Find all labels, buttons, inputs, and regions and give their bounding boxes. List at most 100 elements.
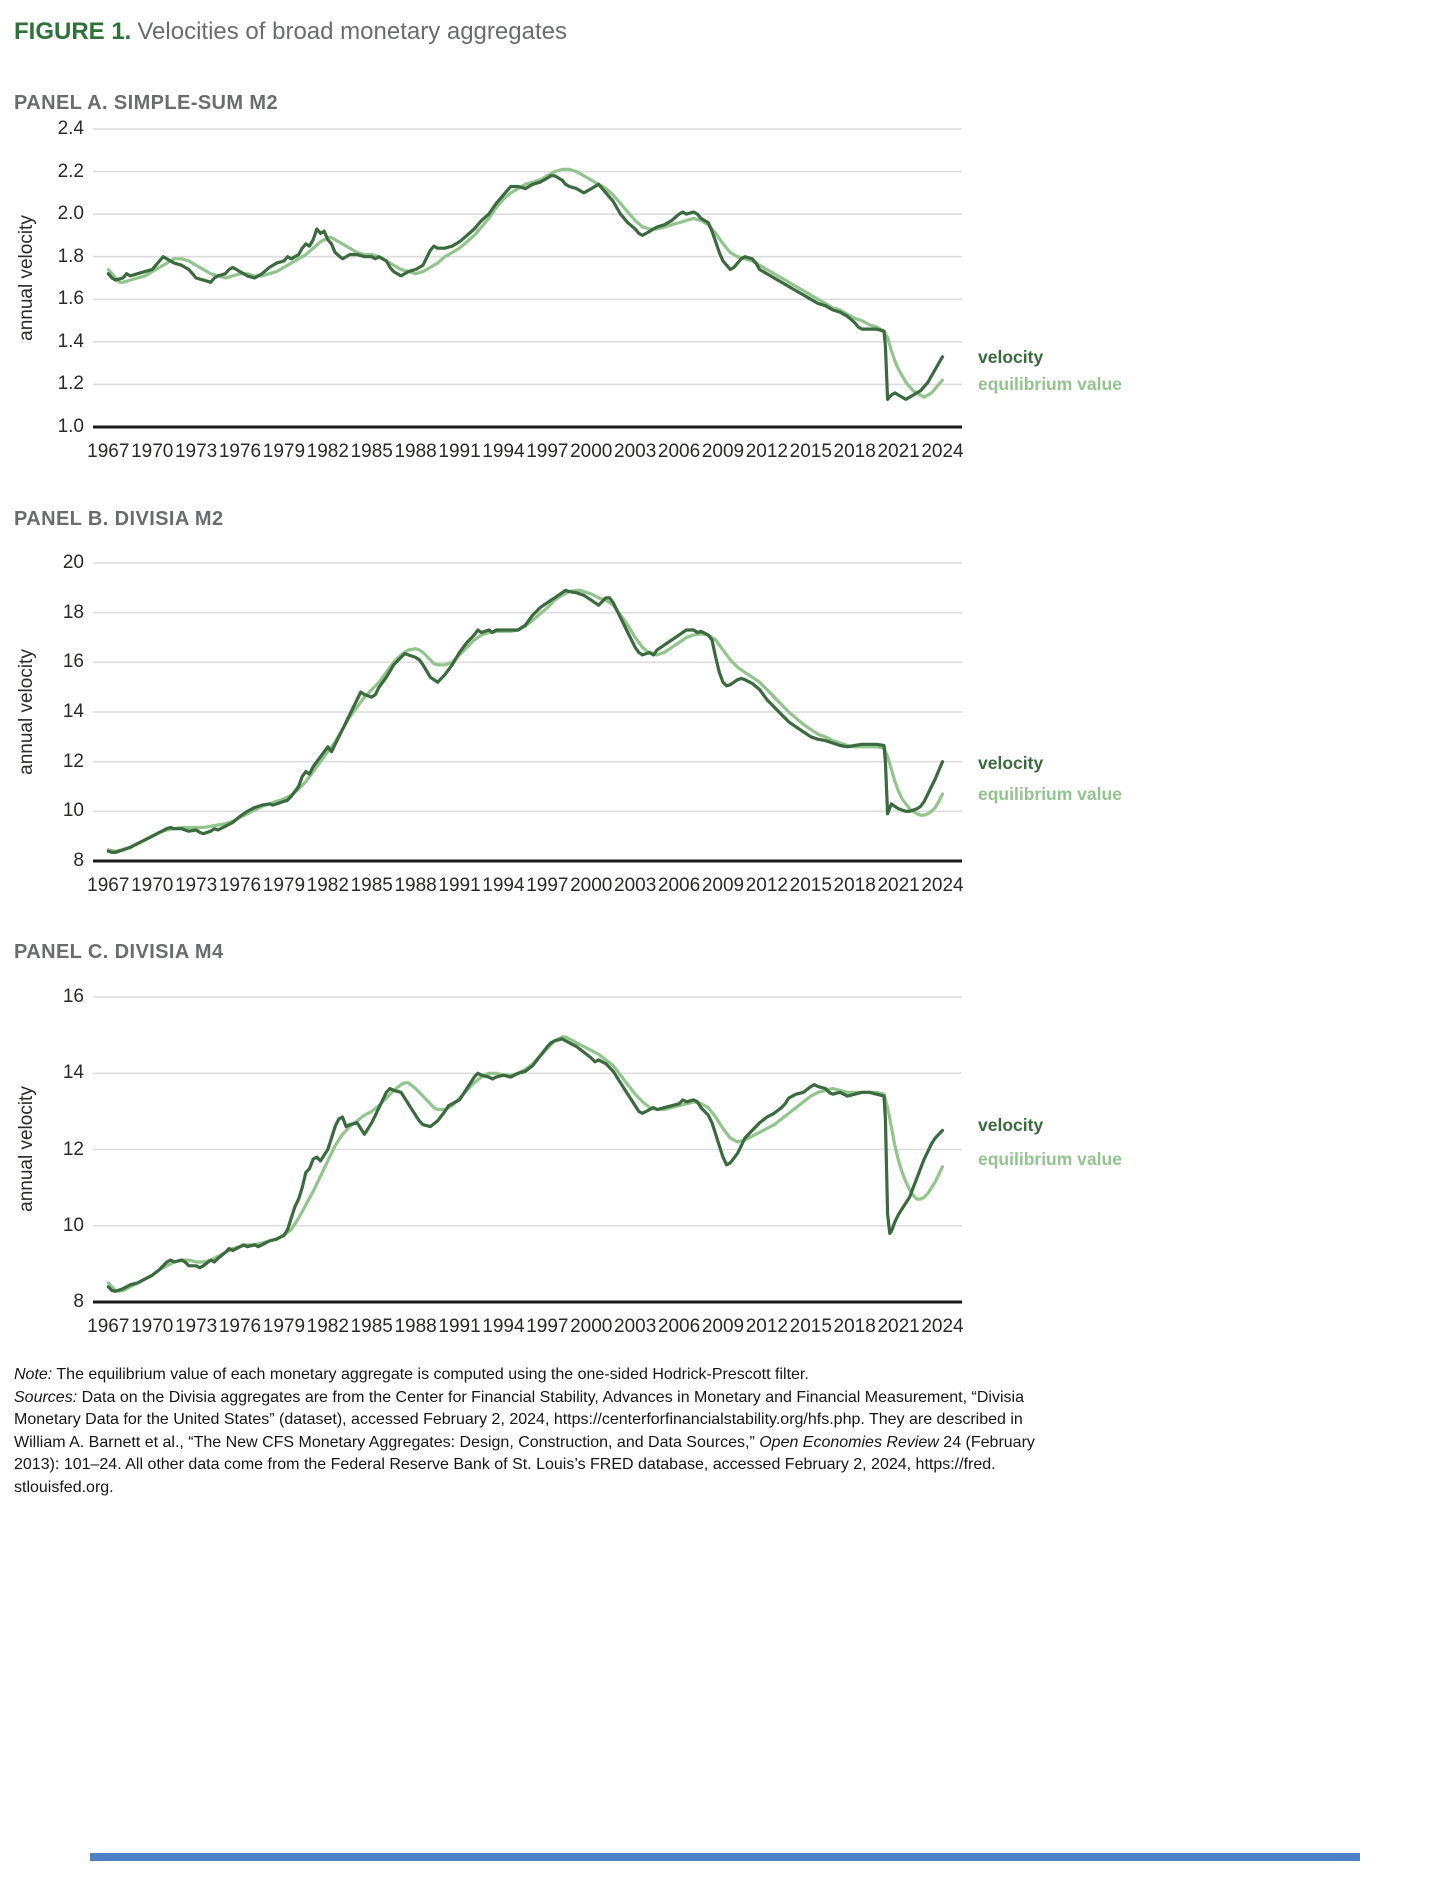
note-line: William A. Barnett et al., “The New CFS …: [14, 1432, 1224, 1455]
note-text: Data on the Divisia aggregates are from …: [77, 1388, 1024, 1406]
note-line: Note: The equilibrium value of each mone…: [14, 1364, 1224, 1387]
x-tick-label: 1982: [306, 875, 349, 896]
panel-c-title: PANEL C. DIVISIA M4: [14, 941, 224, 963]
x-tick-label: 2000: [570, 441, 613, 462]
panel-c-chart: [93, 996, 962, 1304]
x-tick-label: 1991: [438, 441, 481, 462]
x-tick-label: 1994: [482, 441, 525, 462]
x-tick-label: 2018: [833, 875, 876, 896]
panel-a-chart: [93, 128, 962, 429]
x-tick-label: 2018: [833, 1316, 876, 1337]
y-tick-label: 12: [62, 750, 84, 772]
x-tick-label: 2024: [921, 1316, 964, 1337]
y-tick-label: 14: [62, 1062, 84, 1084]
y-tick-label: 16: [62, 651, 84, 673]
y-tick-label: 1.8: [57, 245, 84, 267]
x-tick-label: 2009: [701, 1316, 745, 1337]
note-text: 2013): 101–24. All other data come from …: [14, 1456, 996, 1473]
panel-a-legend-velocity: velocity: [978, 347, 1044, 367]
x-tick-label: 1988: [394, 875, 437, 896]
x-tick-label: 1985: [350, 875, 393, 896]
y-tick-label: 1.4: [57, 330, 84, 352]
footer-accent-bar: [90, 1853, 1360, 1861]
x-tick-label: 2003: [614, 441, 657, 462]
y-tick-label: 18: [62, 601, 84, 623]
x-tick-label: 1997: [526, 441, 569, 462]
y-tick-label: 1.2: [57, 373, 84, 395]
x-tick-label: 1982: [306, 1316, 349, 1337]
note-text-italic: Note:: [14, 1366, 53, 1383]
panel-c-legend-velocity: velocity: [978, 1115, 1044, 1135]
x-tick-label: 1982: [306, 441, 349, 462]
x-tick-label: 1994: [482, 1316, 525, 1337]
x-tick-label: 2003: [614, 875, 657, 896]
y-tick-label: 10: [62, 1214, 84, 1236]
x-tick-label: 1979: [262, 875, 306, 896]
x-tick-label: 2018: [833, 441, 876, 462]
panel-b-legend-equilibrium: equilibrium value: [978, 784, 1122, 804]
note-text: 24 (February: [938, 1433, 1035, 1451]
x-tick-label: 2000: [570, 1316, 613, 1337]
panel-b-legend-velocity: velocity: [978, 753, 1044, 773]
x-tick-label: 1985: [350, 441, 393, 462]
note-text: Monetary Data for the United States” (da…: [14, 1411, 1023, 1428]
x-tick-label: 2006: [657, 875, 701, 896]
x-tick-label: 2021: [877, 875, 920, 896]
x-tick-label: 2000: [570, 875, 613, 896]
figure-header: FIGURE 1. Velocities of broad monetary ag…: [14, 18, 567, 46]
note-text-italic: Open Economies Review: [759, 1433, 939, 1451]
x-tick-label: 1976: [218, 875, 262, 896]
note-text: stlouisfed.org.: [14, 1478, 114, 1496]
x-tick-label: 2003: [614, 1316, 657, 1337]
x-tick-label: 1988: [394, 1316, 437, 1337]
figure-label: FIGURE 1.: [14, 18, 132, 45]
x-tick-label: 1994: [482, 875, 525, 896]
panel-c-legend-equilibrium: equilibrium value: [978, 1149, 1122, 1169]
x-tick-label: 2009: [701, 875, 745, 896]
x-tick-label: 2012: [745, 1316, 789, 1337]
x-tick-label: 2015: [789, 1316, 832, 1337]
x-tick-label: 1967: [87, 441, 130, 462]
y-tick-label: 2.4: [57, 118, 84, 139]
note-text: The equilibrium value of each monetary a…: [52, 1366, 809, 1383]
x-tick-label: 1985: [350, 1316, 393, 1337]
panel-b-chart: [93, 562, 962, 863]
x-tick-label: 1979: [262, 1316, 306, 1337]
x-tick-label: 1970: [131, 1316, 174, 1337]
y-tick-label: 10: [62, 800, 84, 822]
velocity-line: [106, 174, 945, 401]
x-tick-label: 2012: [745, 441, 789, 462]
x-tick-label: 2012: [745, 875, 789, 896]
x-tick-label: 2015: [789, 441, 832, 462]
panel-a-y-axis-label: annual velocity: [16, 215, 37, 341]
x-tick-label: 2015: [789, 875, 832, 896]
equilibrium-value-line: [106, 167, 945, 399]
y-tick-label: 8: [73, 1291, 84, 1312]
x-tick-label: 1973: [174, 1316, 218, 1337]
x-tick-label: 1967: [87, 875, 130, 896]
panel-a-legend-equilibrium: equilibrium value: [978, 374, 1122, 394]
panel-b-title: PANEL B. DIVISIA M2: [14, 508, 224, 530]
y-tick-label: 16: [62, 986, 84, 1007]
note-text: William A. Barnett et al., “The New CFS …: [14, 1433, 760, 1451]
x-tick-label: 1979: [262, 441, 306, 462]
note-line: 2013): 101–24. All other data come from …: [14, 1454, 1224, 1477]
note-line: stlouisfed.org.: [14, 1477, 1224, 1500]
x-tick-label: 2024: [921, 875, 964, 896]
x-tick-label: 1967: [87, 1316, 130, 1337]
note-line: Sources: Data on the Divisia aggregates …: [14, 1387, 1224, 1410]
x-tick-label: 2021: [877, 441, 920, 462]
x-tick-label: 1976: [218, 441, 262, 462]
x-tick-label: 1991: [438, 1316, 481, 1337]
x-tick-label: 1997: [526, 875, 569, 896]
x-tick-label: 2021: [877, 1316, 920, 1337]
velocity-line: [106, 588, 945, 854]
note-line: Monetary Data for the United States” (da…: [14, 1409, 1224, 1432]
x-tick-label: 1973: [174, 441, 218, 462]
x-tick-label: 1970: [131, 875, 174, 896]
y-tick-label: 2.2: [57, 160, 84, 182]
note-block: Note: The equilibrium value of each mone…: [14, 1364, 1224, 1499]
x-tick-label: 2009: [701, 441, 745, 462]
y-tick-label: 2.0: [57, 203, 84, 225]
